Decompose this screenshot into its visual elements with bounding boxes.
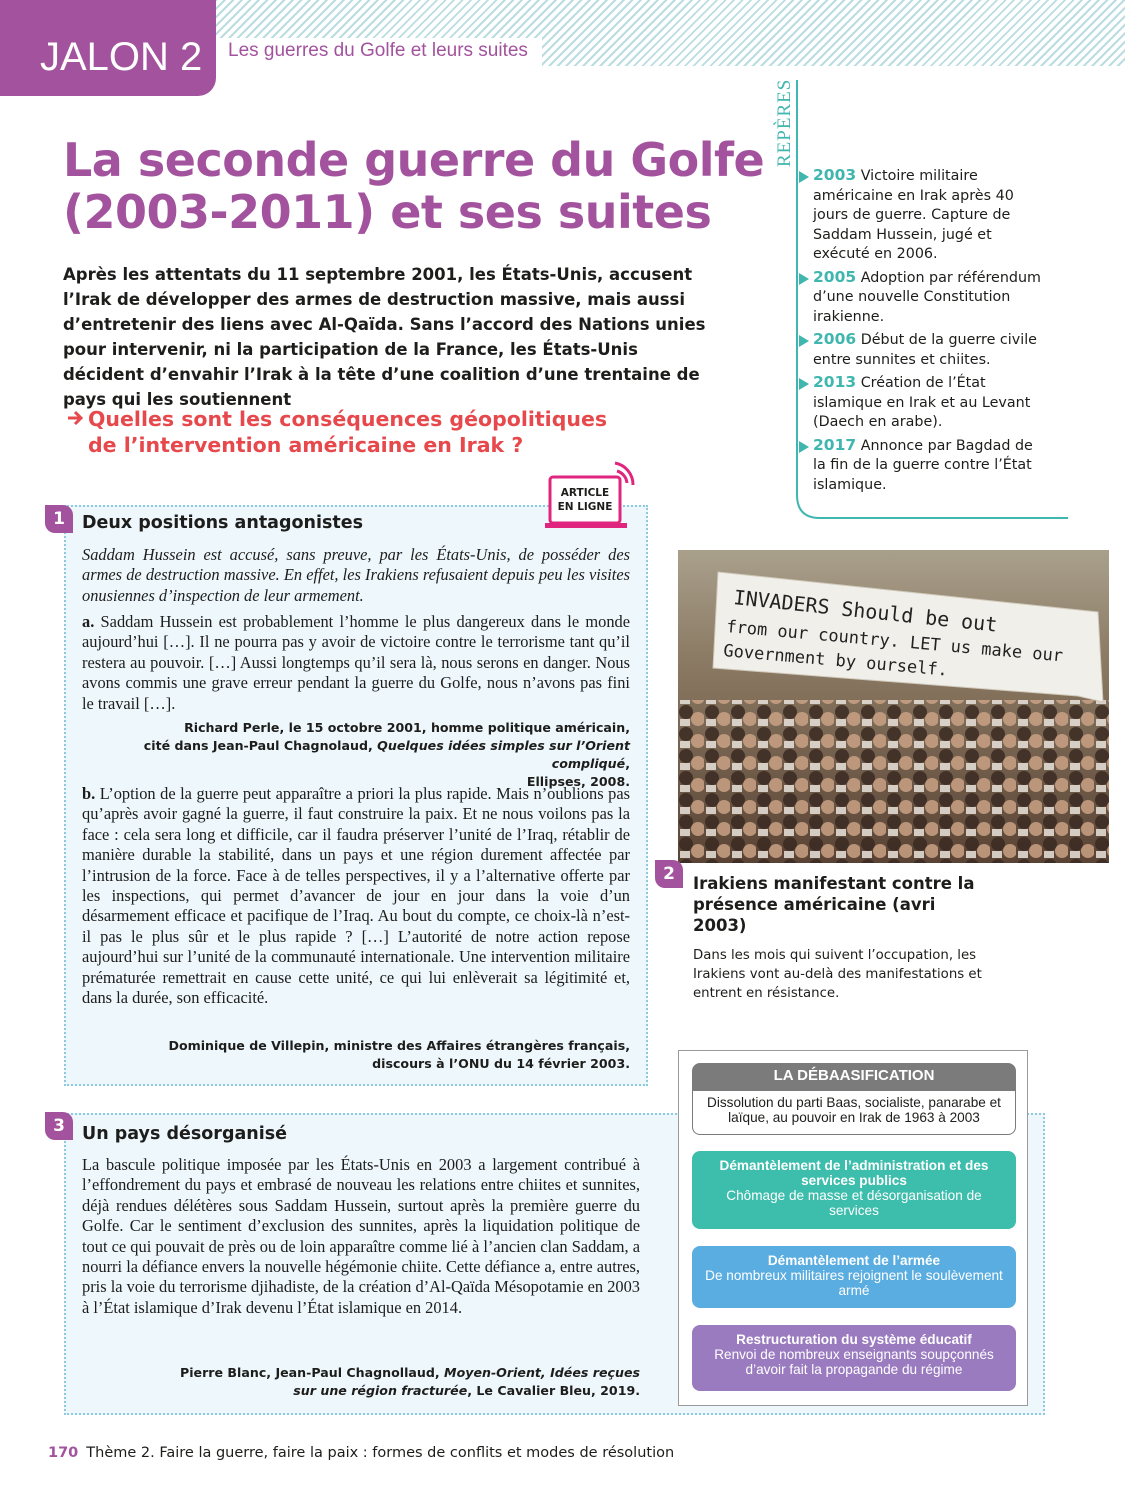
source-work: sur une région fracturée [293, 1383, 468, 1398]
reperes-item: 2013 Création de l’État islamique en Ira… [797, 373, 1047, 433]
question: Quelles sont les conséquences géopolitiq… [66, 406, 607, 458]
question-line: Quelles sont les conséquences géopolitiq… [88, 407, 608, 431]
source-line: Pierre Blanc, Jean-Paul Chagnollaud, Moy… [82, 1364, 640, 1382]
photo-caption: Dans les mois qui suivent l’occupation, … [693, 948, 982, 1001]
doc-title: Deux positions antagonistes [82, 513, 364, 533]
source-part: , [625, 756, 630, 771]
article-badge: ARTICLE EN LIGNE [545, 461, 635, 528]
reperes-item: 2003 Victoire militaire américaine en Ir… [797, 166, 1047, 265]
doc-paragraph: a. Saddam Hussein est probablement l’hom… [82, 612, 630, 714]
para-text: L’option de la guerre peut apparaître a … [82, 784, 630, 1008]
footer: 170 Thème 2. Faire la guerre, faire la pa… [48, 1445, 674, 1461]
photo-title: Irakiens manifestant contre la présence … [693, 874, 975, 935]
box-heading: Restructuration du système éducatif [736, 1332, 972, 1347]
box-text: De nombreux militaires rejoignent le sou… [705, 1268, 1003, 1298]
jalon-label: JALON 2 [40, 35, 203, 79]
reperes-text: Annonce par Bagdad de la fin de la guerr… [813, 437, 1033, 493]
doc-number: 1 [45, 505, 73, 533]
box-heading: Démantèlement de l’administration et des… [719, 1158, 989, 1188]
footer-text: Thème 2. Faire la guerre, faire la paix … [86, 1445, 675, 1461]
source-line: Ellipses, 2008. [526, 774, 630, 789]
badge-text: ARTICLE [561, 487, 609, 499]
diagram-title: LA DÉBAASIFICATION [692, 1063, 1016, 1091]
source-part: cité dans Jean-Paul Chagnolaud, [143, 738, 378, 753]
debaasification-diagram: LA DÉBAASIFICATION Dissolution du parti … [678, 1050, 1028, 1406]
reperes-list: 2003 Victoire militaire américaine en Ir… [797, 166, 1047, 498]
doc-title: Un pays désorganisé [82, 1124, 288, 1144]
reperes-marker [799, 440, 809, 453]
doc-source: Dominique de Villepin, ministre des Affa… [82, 1037, 630, 1073]
reperes-year: 2017 [813, 435, 857, 454]
source-part: Pierre Blanc, Jean-Paul Chagnollaud, [180, 1365, 445, 1380]
doc-number: 3 [45, 1112, 73, 1140]
doc-source: Richard Perle, le 15 octobre 2001, homme… [82, 719, 630, 791]
reperes-marker [799, 335, 809, 347]
para-label: a. [82, 612, 95, 631]
question-line: de l’intervention américaine en Irak ? [88, 433, 524, 457]
box-heading: Démantèlement de l’armée [767, 1253, 941, 1268]
diagram-subtitle: Dissolution du parti Baas, socialiste, p… [692, 1091, 1016, 1135]
reperes-year: 2006 [813, 330, 857, 348]
source-line: sur une région fracturée, Le Cavalier Bl… [82, 1382, 640, 1400]
reperes-frame: REPÈRES [773, 79, 1068, 519]
page-title: La seconde guerre du Golfe (2003-2011) e… [63, 133, 765, 239]
source-line: cité dans Jean-Paul Chagnolaud, Quelques… [82, 737, 630, 773]
doc-number: 2 [655, 860, 683, 888]
title-line: (2003-2011) et ses suites [63, 185, 712, 239]
title-line: La seconde guerre du Golfe [63, 133, 765, 187]
reperes-text: Création de l’État islamique en Irak et … [813, 375, 1031, 430]
reperes-item: 2005 Adoption par référendum d’une nouve… [797, 268, 1047, 328]
source-line: discours à l’ONU du 14 février 2003. [372, 1056, 630, 1071]
reperes-marker [799, 171, 809, 183]
para-text: Saddam Hussein est probablement l’homme … [82, 612, 630, 713]
jalon-tab: JALON 2 [0, 0, 216, 96]
source-line: Richard Perle, le 15 octobre 2001, homme… [184, 720, 630, 735]
doc1-box [64, 505, 648, 1086]
diagram-box: Restructuration du système éducatif Renvo… [692, 1325, 1016, 1391]
page-number: 170 [48, 1445, 79, 1461]
badge-text: EN LIGNE [558, 501, 613, 513]
diagram-box: Démantèlement de l’armée De nombreux mili… [692, 1246, 1016, 1308]
source-part: , Le Cavalier Bleu, 2019. [467, 1383, 640, 1398]
box-text: Renvoi de nombreux enseignants soupçonné… [714, 1347, 994, 1377]
header-subtitle: Les guerres du Golfe et leurs suites [216, 38, 542, 68]
reperes-heading: REPÈRES [773, 79, 795, 167]
reperes-item: 2006 Début de la guerre civile entre sun… [797, 330, 1047, 370]
source-work: Quelques idées simples sur l’Orient comp… [377, 738, 630, 771]
source-work: Moyen-Orient, Idées reçues [444, 1365, 640, 1380]
reperes-text: Adoption par référendum d’une nouvelle C… [813, 269, 1041, 325]
question-arrow [68, 410, 84, 426]
reperes-year: 2005 [813, 267, 857, 286]
diagram-box: Démantèlement de l’administration et des… [692, 1151, 1016, 1229]
reperes-text: Début de la guerre civile entre sunnites… [813, 332, 1037, 368]
doc-paragraph: b. L’option de la guerre peut apparaître… [82, 784, 630, 1008]
reperes-marker [799, 378, 809, 390]
doc-paragraph: La bascule politique imposée par les Éta… [82, 1155, 640, 1317]
intro: Après les attentats du 11 septembre 2001… [63, 265, 706, 409]
doc-source: Pierre Blanc, Jean-Paul Chagnollaud, Moy… [82, 1364, 640, 1400]
reperes-year: 2013 [813, 373, 857, 391]
doc-intro: Saddam Hussein est accusé, sans preuve, … [82, 545, 630, 605]
para-label: b. [82, 784, 96, 803]
box-text: Chômage de masse et désorganisation de s… [726, 1188, 982, 1218]
reperes-year: 2003 [813, 166, 857, 184]
reperes-marker [799, 272, 809, 285]
protest-photo: INVADERS Should be out from our country.… [678, 550, 1109, 863]
source-line: Dominique de Villepin, ministre des Affa… [168, 1038, 630, 1053]
reperes-item: 2017 Annonce par Bagdad de la fin de la … [797, 436, 1047, 496]
reperes-text: Victoire militaire américaine en Irak ap… [813, 168, 1014, 262]
